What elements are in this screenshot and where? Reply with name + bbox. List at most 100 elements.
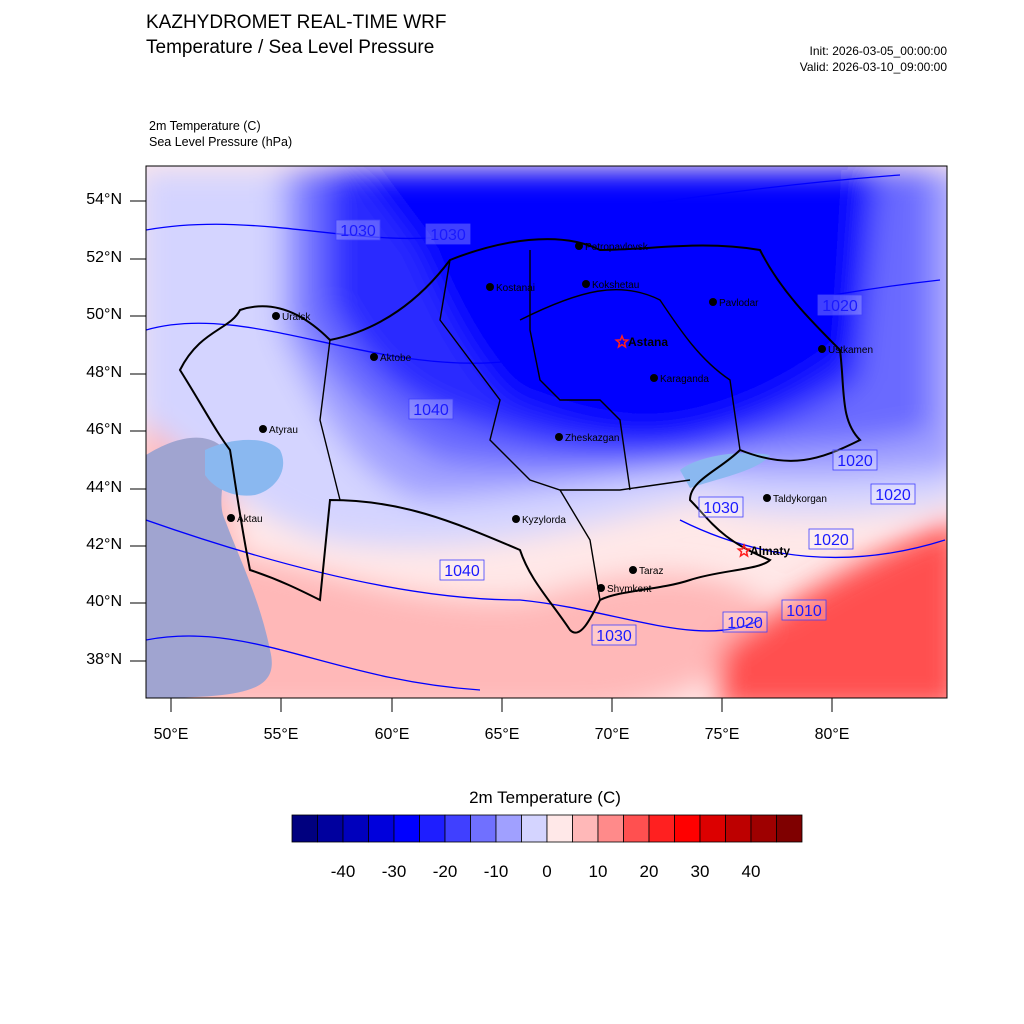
- colorbar-swatch: [674, 814, 701, 843]
- svg-text:Shymkent: Shymkent: [607, 584, 652, 595]
- svg-text:Kyzylorda: Kyzylorda: [522, 515, 566, 526]
- colorbar-tick-label: -40: [330, 862, 356, 881]
- svg-text:Ustkamen: Ustkamen: [828, 345, 873, 356]
- colorbar-tick-label: 20: [639, 862, 659, 881]
- city-marker: Taldykorgan: [763, 494, 827, 505]
- city-marker: Pavlodar: [709, 298, 759, 309]
- svg-text:Kostanai: Kostanai: [496, 283, 535, 294]
- city-marker: Karaganda: [650, 374, 709, 385]
- isobar-label: 1010: [781, 599, 827, 621]
- colorbar-swatch: [495, 814, 522, 843]
- svg-text:1030: 1030: [340, 223, 376, 240]
- svg-text:Kokshetau: Kokshetau: [592, 280, 639, 291]
- temperature-field: [146, 166, 947, 698]
- svg-text:1030: 1030: [703, 500, 739, 517]
- svg-text:Aktobe: Aktobe: [380, 353, 412, 364]
- svg-text:Petropavlovsk: Petropavlovsk: [585, 242, 649, 253]
- city-marker: Zheskazgan: [555, 433, 619, 444]
- city-marker: Uralsk: [272, 312, 311, 323]
- svg-text:Almaty: Almaty: [750, 544, 790, 558]
- svg-text:1020: 1020: [813, 532, 849, 549]
- colorbar-swatch: [648, 814, 675, 843]
- svg-text:1040: 1040: [413, 402, 449, 419]
- colorbar-swatch: [291, 814, 318, 843]
- isobar-label: 1020: [808, 528, 854, 550]
- isobar-label: 1030: [698, 496, 744, 518]
- lat-label: 52°N: [86, 249, 122, 266]
- lat-label: 44°N: [86, 479, 122, 496]
- page-title: KAZHYDROMET REAL-TIME WRF: [146, 12, 447, 33]
- lon-label: 50°E: [153, 726, 189, 743]
- colorbar-swatch: [470, 814, 497, 843]
- city-marker: Shymkent: [597, 584, 652, 595]
- lat-label: 40°N: [86, 593, 122, 610]
- city-markers: Petropavlovsk Kostanai Kokshetau Pavlodar Ur…: [227, 242, 873, 595]
- field-label-pressure: Sea Level Pressure (hPa): [149, 135, 293, 149]
- svg-text:Taraz: Taraz: [639, 566, 663, 577]
- axis-ticks: [130, 200, 833, 712]
- svg-text:1020: 1020: [875, 487, 911, 504]
- colorbar-swatch: [317, 814, 344, 843]
- colorbar-swatch: [393, 814, 420, 843]
- svg-text:1030: 1030: [596, 628, 632, 645]
- svg-text:Atyrau: Atyrau: [269, 425, 298, 436]
- city-marker: Aktau: [227, 514, 263, 525]
- colorbar-swatch: [444, 814, 471, 843]
- city-marker: Kyzylorda: [512, 515, 566, 526]
- colorbar-tick-label: -30: [381, 862, 407, 881]
- city-marker: Petropavlovsk: [575, 242, 649, 253]
- colorbar-swatch: [699, 814, 726, 843]
- colorbar: [291, 814, 803, 843]
- colorbar-swatch: [546, 814, 573, 843]
- isobar-labels: 1030 103010401020102010201030102010401030…: [335, 219, 916, 646]
- colorbar-swatch: [521, 814, 548, 843]
- colorbar-swatch: [776, 814, 803, 843]
- svg-text:Aktau: Aktau: [237, 514, 263, 525]
- lat-label: 54°N: [86, 191, 122, 208]
- lat-label: 38°N: [86, 651, 122, 668]
- city-marker: Almaty: [736, 542, 790, 558]
- city-marker: Ustkamen: [818, 345, 873, 356]
- svg-text:1020: 1020: [837, 453, 873, 470]
- city-marker: Astana: [614, 333, 668, 349]
- colorbar-tick-label: 10: [588, 862, 608, 881]
- city-marker: Kostanai: [486, 283, 535, 294]
- valid-time: Valid: 2026-03-10_09:00:00: [799, 60, 947, 74]
- isobar-label: 1030: [425, 223, 471, 245]
- colorbar-swatch: [597, 814, 624, 843]
- lon-label: 55°E: [263, 726, 299, 743]
- svg-text:1020: 1020: [727, 615, 763, 632]
- colorbar-tick-label: 0: [542, 862, 552, 881]
- colorbar-tick-label: -20: [432, 862, 458, 881]
- lon-label: 75°E: [704, 726, 740, 743]
- colorbar-tick-label: 30: [690, 862, 710, 881]
- city-marker: Taraz: [629, 566, 663, 577]
- svg-text:Zheskazgan: Zheskazgan: [565, 433, 619, 444]
- colorbar-swatch: [419, 814, 446, 843]
- lon-label: 60°E: [374, 726, 410, 743]
- lat-label: 42°N: [86, 536, 122, 553]
- colorbar-swatch: [623, 814, 650, 843]
- city-marker: Atyrau: [259, 425, 298, 436]
- svg-text:Uralsk: Uralsk: [282, 312, 311, 323]
- svg-text:1040: 1040: [444, 563, 480, 580]
- lon-label: 65°E: [484, 726, 520, 743]
- isobars: [146, 174, 946, 691]
- colorbar-swatch: [342, 814, 369, 843]
- lon-label: 70°E: [594, 726, 630, 743]
- page-subtitle: Temperature / Sea Level Pressure: [146, 37, 435, 58]
- isobar-label: 1030: [591, 624, 637, 646]
- isobar-label: 1020: [870, 483, 916, 505]
- colorbar-swatch: [750, 814, 777, 843]
- colorbar-tick-label: -10: [483, 862, 509, 881]
- svg-text:1030: 1030: [430, 227, 466, 244]
- svg-text:Karaganda: Karaganda: [660, 374, 709, 385]
- colorbar-swatch: [368, 814, 395, 843]
- isobar-label: 1040: [439, 559, 485, 581]
- isobar-label: 1020: [722, 611, 768, 633]
- lat-label: 50°N: [86, 306, 122, 323]
- colorbar-tick-label: 40: [741, 862, 761, 881]
- city-marker: Aktobe: [370, 353, 412, 364]
- init-time: Init: 2026-03-05_00:00:00: [809, 44, 947, 58]
